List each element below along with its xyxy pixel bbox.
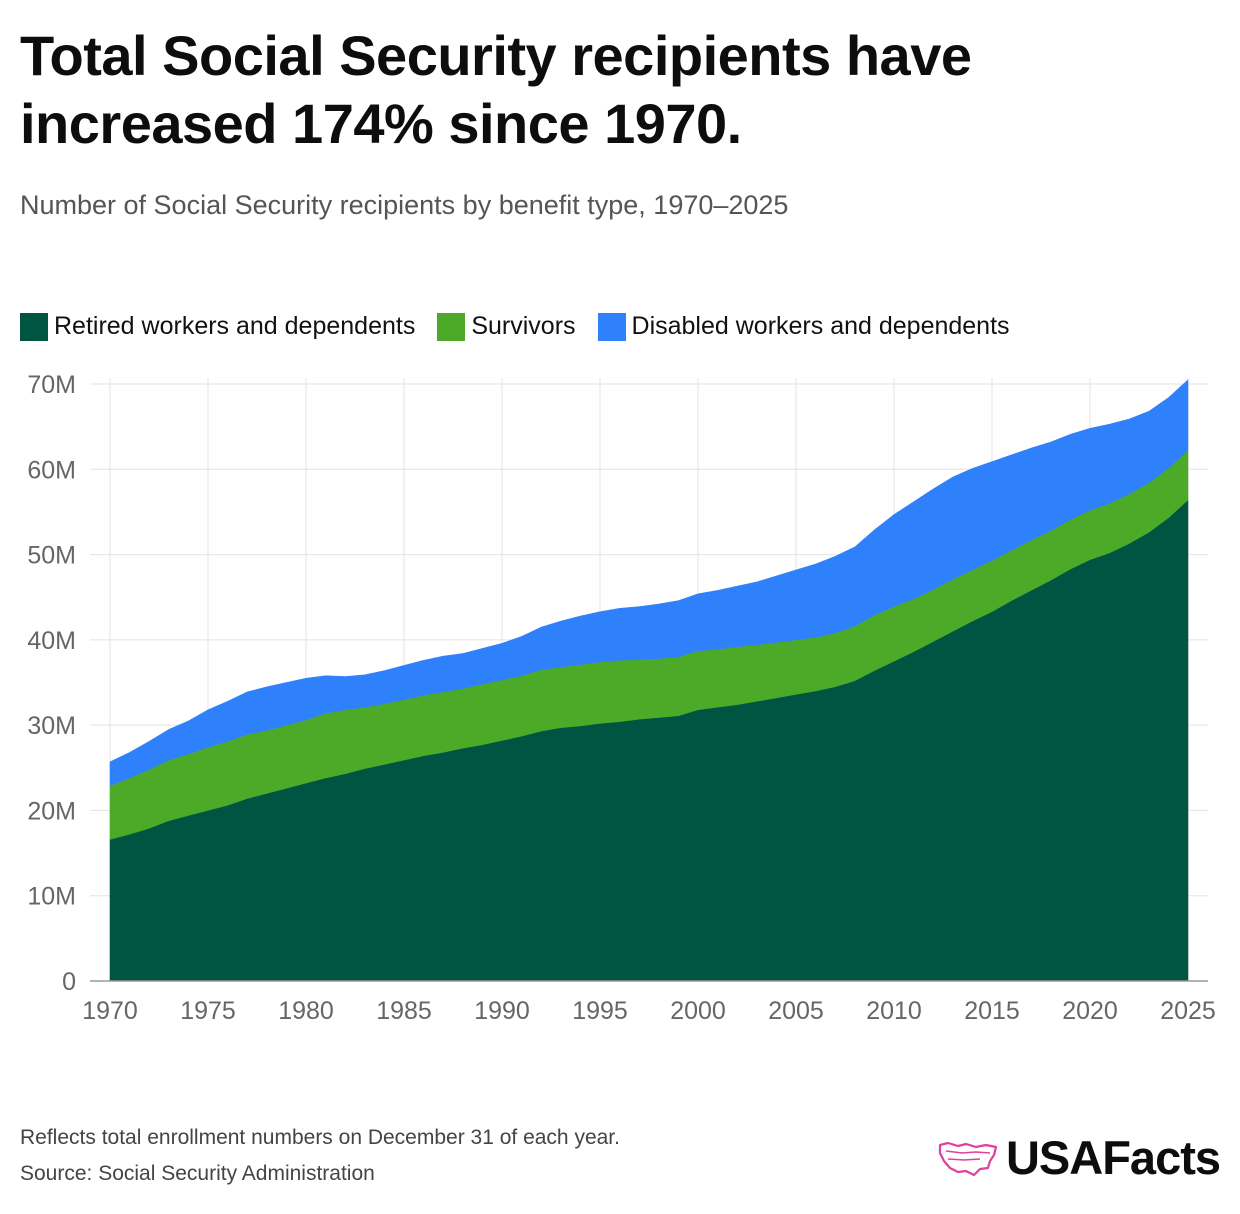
x-tick-label: 2025 bbox=[1160, 997, 1216, 1025]
y-tick-label: 30M bbox=[27, 712, 76, 740]
us-map-logo-icon bbox=[938, 1141, 998, 1176]
y-tick-label: 50M bbox=[27, 542, 76, 570]
chart-area: 0 10M 20M 30M 40M 50M 60M 70M 1970 1975 1980 1985 19… bbox=[0, 370, 1240, 1055]
legend-item-retired: Retired workers and dependents bbox=[20, 312, 415, 341]
x-tick-label: 2010 bbox=[866, 997, 922, 1025]
x-tick-label: 1985 bbox=[376, 997, 432, 1025]
source-note: Source: Social Security Administration bbox=[20, 1162, 375, 1185]
x-tick-label: 2005 bbox=[768, 997, 824, 1025]
stacked-area-chart: 0 10M 20M 30M 40M 50M 60M 70M 1970 1975 1980 1985 19… bbox=[27, 371, 1216, 1025]
chart-title: Total Social Security recipients have in… bbox=[20, 24, 972, 155]
y-tick-label: 60M bbox=[27, 456, 76, 484]
x-tick-label: 1990 bbox=[474, 997, 530, 1025]
x-tick-label: 2000 bbox=[670, 997, 726, 1025]
legend-swatch-survivors bbox=[437, 312, 466, 341]
legend-item-survivors: Survivors bbox=[437, 312, 576, 341]
x-tick-label: 1975 bbox=[180, 997, 236, 1025]
footnote: Reflects total enrollment numbers on Dec… bbox=[20, 1126, 620, 1149]
y-tick-label: 0 bbox=[62, 968, 76, 996]
chart-legend: Retired workers and dependents Survivors… bbox=[20, 312, 1032, 341]
x-tick-label: 2015 bbox=[964, 997, 1020, 1025]
legend-label-survivors: Survivors bbox=[471, 312, 576, 340]
y-tick-label: 40M bbox=[27, 627, 76, 655]
area-series-2 bbox=[109, 379, 1189, 787]
y-tick-label: 70M bbox=[27, 371, 76, 399]
legend-swatch-retired bbox=[20, 312, 48, 341]
x-tick-label: 1970 bbox=[82, 997, 138, 1025]
legend-label-disabled: Disabled workers and dependents bbox=[631, 312, 1010, 340]
x-tick-label: 2020 bbox=[1062, 997, 1118, 1025]
x-tick-label: 1980 bbox=[278, 997, 334, 1025]
legend-swatch-disabled bbox=[597, 312, 626, 341]
chart-subtitle: Number of Social Security recipients by … bbox=[20, 190, 789, 220]
brand-logo: USAFacts bbox=[936, 1130, 1221, 1185]
brand-name: USAFacts bbox=[1005, 1131, 1221, 1184]
legend-label-retired: Retired workers and dependents bbox=[54, 312, 416, 340]
y-tick-label: 10M bbox=[27, 883, 76, 911]
legend-item-disabled: Disabled workers and dependents bbox=[597, 312, 1010, 341]
x-tick-label: 1995 bbox=[572, 997, 628, 1025]
y-tick-label: 20M bbox=[27, 797, 76, 825]
